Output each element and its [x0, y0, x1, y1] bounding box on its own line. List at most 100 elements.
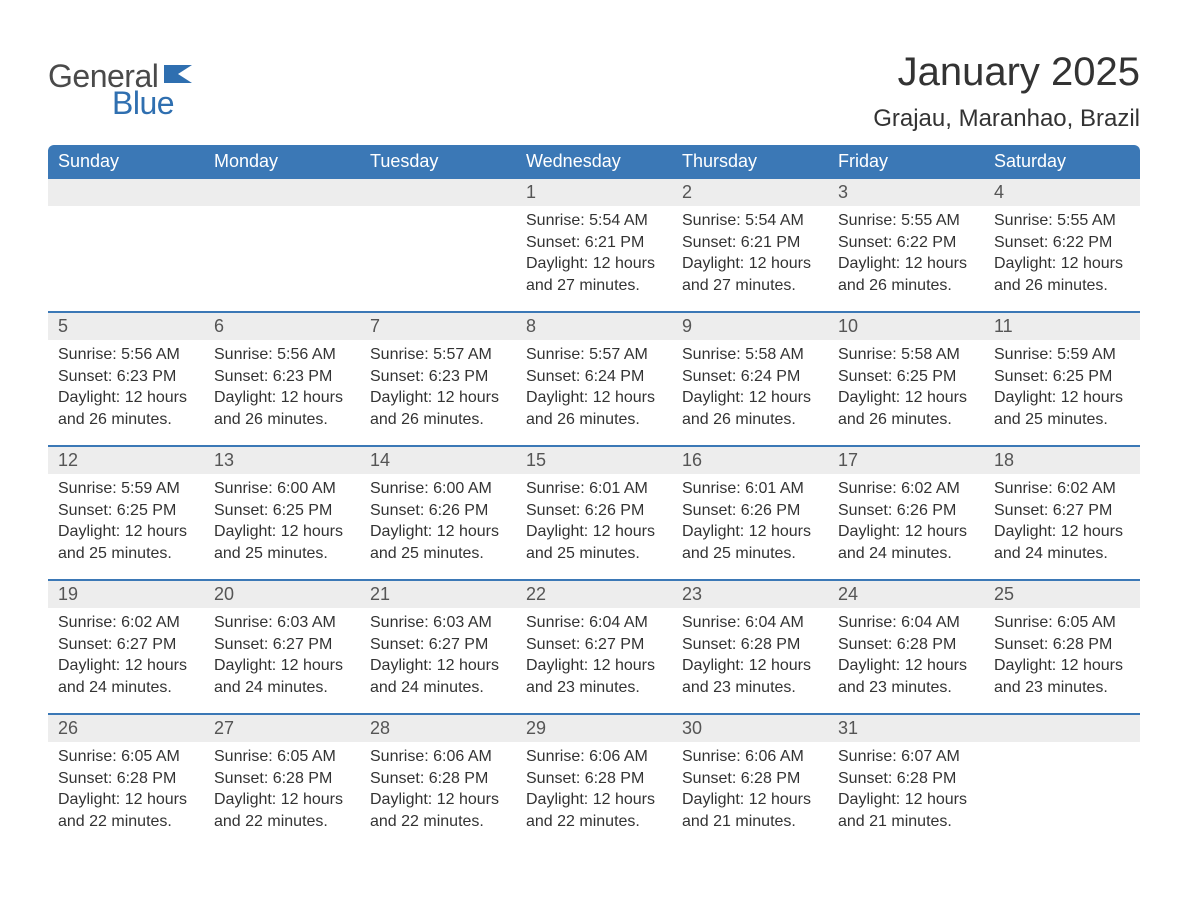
sunrise-line: Sunrise: 5:54 AM	[682, 210, 818, 232]
daylight-line: Daylight: 12 hours and 21 minutes.	[682, 789, 818, 832]
daylight-line: Daylight: 12 hours and 23 minutes.	[838, 655, 974, 698]
day-number: 10	[828, 313, 984, 340]
sunrise-line: Sunrise: 6:07 AM	[838, 746, 974, 768]
calendar-day: 8Sunrise: 5:57 AMSunset: 6:24 PMDaylight…	[516, 313, 672, 445]
day-number: 5	[48, 313, 204, 340]
day-details: Sunrise: 6:05 AMSunset: 6:28 PMDaylight:…	[984, 608, 1140, 698]
sunrise-line: Sunrise: 6:01 AM	[526, 478, 662, 500]
sunset-line: Sunset: 6:28 PM	[994, 634, 1130, 656]
sunrise-line: Sunrise: 6:02 AM	[994, 478, 1130, 500]
calendar-day: 4Sunrise: 5:55 AMSunset: 6:22 PMDaylight…	[984, 179, 1140, 311]
calendar-day: 19Sunrise: 6:02 AMSunset: 6:27 PMDayligh…	[48, 581, 204, 713]
daylight-line: Daylight: 12 hours and 26 minutes.	[994, 253, 1130, 296]
day-number: 4	[984, 179, 1140, 206]
sunset-line: Sunset: 6:27 PM	[526, 634, 662, 656]
sunset-line: Sunset: 6:27 PM	[58, 634, 194, 656]
day-details: Sunrise: 5:59 AMSunset: 6:25 PMDaylight:…	[48, 474, 204, 564]
daylight-line: Daylight: 12 hours and 25 minutes.	[370, 521, 506, 564]
sunrise-line: Sunrise: 6:03 AM	[370, 612, 506, 634]
sunset-line: Sunset: 6:24 PM	[526, 366, 662, 388]
calendar-day: 14Sunrise: 6:00 AMSunset: 6:26 PMDayligh…	[360, 447, 516, 579]
calendar-header-cell: Monday	[204, 145, 360, 179]
day-details: Sunrise: 5:54 AMSunset: 6:21 PMDaylight:…	[516, 206, 672, 296]
calendar-day: 23Sunrise: 6:04 AMSunset: 6:28 PMDayligh…	[672, 581, 828, 713]
sunrise-line: Sunrise: 6:03 AM	[214, 612, 350, 634]
sunrise-line: Sunrise: 6:05 AM	[58, 746, 194, 768]
day-details: Sunrise: 6:02 AMSunset: 6:27 PMDaylight:…	[48, 608, 204, 698]
sunrise-line: Sunrise: 6:01 AM	[682, 478, 818, 500]
day-details: Sunrise: 5:57 AMSunset: 6:23 PMDaylight:…	[360, 340, 516, 430]
daylight-line: Daylight: 12 hours and 26 minutes.	[838, 387, 974, 430]
calendar-day: 1Sunrise: 5:54 AMSunset: 6:21 PMDaylight…	[516, 179, 672, 311]
calendar-day-empty	[984, 715, 1140, 847]
sunrise-line: Sunrise: 6:04 AM	[526, 612, 662, 634]
sunset-line: Sunset: 6:25 PM	[58, 500, 194, 522]
calendar-day: 20Sunrise: 6:03 AMSunset: 6:27 PMDayligh…	[204, 581, 360, 713]
page-title: January 2025	[873, 50, 1140, 95]
calendar-day: 31Sunrise: 6:07 AMSunset: 6:28 PMDayligh…	[828, 715, 984, 847]
sunrise-line: Sunrise: 5:58 AM	[838, 344, 974, 366]
sunset-line: Sunset: 6:25 PM	[994, 366, 1130, 388]
sunrise-line: Sunrise: 6:00 AM	[214, 478, 350, 500]
sunrise-line: Sunrise: 5:56 AM	[214, 344, 350, 366]
calendar-day: 15Sunrise: 6:01 AMSunset: 6:26 PMDayligh…	[516, 447, 672, 579]
sunset-line: Sunset: 6:23 PM	[370, 366, 506, 388]
day-number: 16	[672, 447, 828, 474]
daylight-line: Daylight: 12 hours and 21 minutes.	[838, 789, 974, 832]
day-details: Sunrise: 6:04 AMSunset: 6:27 PMDaylight:…	[516, 608, 672, 698]
day-details: Sunrise: 6:00 AMSunset: 6:26 PMDaylight:…	[360, 474, 516, 564]
sunrise-line: Sunrise: 5:57 AM	[370, 344, 506, 366]
daylight-line: Daylight: 12 hours and 26 minutes.	[58, 387, 194, 430]
day-number: 17	[828, 447, 984, 474]
day-details: Sunrise: 6:04 AMSunset: 6:28 PMDaylight:…	[672, 608, 828, 698]
daylight-line: Daylight: 12 hours and 22 minutes.	[370, 789, 506, 832]
daylight-line: Daylight: 12 hours and 24 minutes.	[58, 655, 194, 698]
day-details: Sunrise: 6:06 AMSunset: 6:28 PMDaylight:…	[360, 742, 516, 832]
sunset-line: Sunset: 6:26 PM	[838, 500, 974, 522]
day-details: Sunrise: 6:00 AMSunset: 6:25 PMDaylight:…	[204, 474, 360, 564]
calendar-day: 2Sunrise: 5:54 AMSunset: 6:21 PMDaylight…	[672, 179, 828, 311]
calendar-day: 16Sunrise: 6:01 AMSunset: 6:26 PMDayligh…	[672, 447, 828, 579]
sunrise-line: Sunrise: 5:59 AM	[994, 344, 1130, 366]
calendar-day: 6Sunrise: 5:56 AMSunset: 6:23 PMDaylight…	[204, 313, 360, 445]
day-number: 7	[360, 313, 516, 340]
calendar-header-cell: Saturday	[984, 145, 1140, 179]
sunset-line: Sunset: 6:27 PM	[370, 634, 506, 656]
day-number	[360, 179, 516, 206]
page-header: General Blue January 2025 Grajau, Maranh…	[48, 30, 1140, 133]
day-number	[48, 179, 204, 206]
sunset-line: Sunset: 6:21 PM	[526, 232, 662, 254]
sunset-line: Sunset: 6:22 PM	[838, 232, 974, 254]
day-number: 30	[672, 715, 828, 742]
daylight-line: Daylight: 12 hours and 22 minutes.	[526, 789, 662, 832]
day-number: 18	[984, 447, 1140, 474]
daylight-line: Daylight: 12 hours and 23 minutes.	[994, 655, 1130, 698]
sunrise-line: Sunrise: 6:04 AM	[838, 612, 974, 634]
calendar-week: 26Sunrise: 6:05 AMSunset: 6:28 PMDayligh…	[48, 713, 1140, 847]
day-details: Sunrise: 6:07 AMSunset: 6:28 PMDaylight:…	[828, 742, 984, 832]
calendar-week: 1Sunrise: 5:54 AMSunset: 6:21 PMDaylight…	[48, 179, 1140, 311]
sunset-line: Sunset: 6:28 PM	[58, 768, 194, 790]
calendar-header-cell: Tuesday	[360, 145, 516, 179]
daylight-line: Daylight: 12 hours and 24 minutes.	[370, 655, 506, 698]
calendar-day: 17Sunrise: 6:02 AMSunset: 6:26 PMDayligh…	[828, 447, 984, 579]
day-number: 19	[48, 581, 204, 608]
calendar-day: 24Sunrise: 6:04 AMSunset: 6:28 PMDayligh…	[828, 581, 984, 713]
calendar-day: 10Sunrise: 5:58 AMSunset: 6:25 PMDayligh…	[828, 313, 984, 445]
sunrise-line: Sunrise: 6:06 AM	[526, 746, 662, 768]
day-number: 2	[672, 179, 828, 206]
day-details: Sunrise: 5:56 AMSunset: 6:23 PMDaylight:…	[48, 340, 204, 430]
sunset-line: Sunset: 6:28 PM	[682, 768, 818, 790]
day-number: 1	[516, 179, 672, 206]
sunrise-line: Sunrise: 5:57 AM	[526, 344, 662, 366]
sunset-line: Sunset: 6:27 PM	[994, 500, 1130, 522]
calendar-day: 29Sunrise: 6:06 AMSunset: 6:28 PMDayligh…	[516, 715, 672, 847]
calendar-day: 11Sunrise: 5:59 AMSunset: 6:25 PMDayligh…	[984, 313, 1140, 445]
sunrise-line: Sunrise: 6:06 AM	[370, 746, 506, 768]
calendar-header-cell: Thursday	[672, 145, 828, 179]
day-details: Sunrise: 5:54 AMSunset: 6:21 PMDaylight:…	[672, 206, 828, 296]
calendar-day: 26Sunrise: 6:05 AMSunset: 6:28 PMDayligh…	[48, 715, 204, 847]
day-details: Sunrise: 5:55 AMSunset: 6:22 PMDaylight:…	[984, 206, 1140, 296]
calendar-day: 9Sunrise: 5:58 AMSunset: 6:24 PMDaylight…	[672, 313, 828, 445]
day-number: 13	[204, 447, 360, 474]
